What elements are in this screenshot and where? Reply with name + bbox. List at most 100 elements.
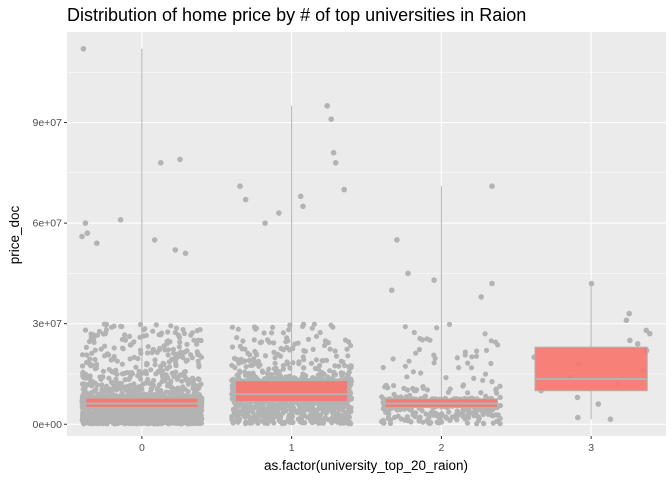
data-point bbox=[144, 362, 150, 368]
data-point bbox=[182, 349, 188, 355]
data-point bbox=[394, 237, 400, 243]
data-point bbox=[104, 420, 110, 427]
data-point bbox=[167, 383, 173, 390]
data-point bbox=[117, 217, 124, 223]
data-point bbox=[111, 323, 117, 329]
data-point bbox=[260, 410, 266, 416]
data-point bbox=[347, 389, 353, 395]
data-point bbox=[252, 326, 258, 332]
data-point bbox=[164, 418, 170, 424]
data-point bbox=[391, 383, 397, 389]
data-point bbox=[96, 328, 103, 334]
data-point bbox=[417, 414, 423, 420]
data-point bbox=[300, 365, 306, 371]
data-point bbox=[106, 375, 112, 381]
data-point bbox=[278, 373, 284, 379]
data-point bbox=[158, 421, 164, 427]
data-point bbox=[131, 420, 137, 426]
data-point bbox=[627, 337, 633, 344]
data-point bbox=[188, 352, 194, 358]
data-point bbox=[152, 362, 158, 368]
data-point bbox=[404, 374, 410, 380]
data-point bbox=[340, 402, 346, 408]
data-point bbox=[84, 415, 90, 421]
data-point bbox=[85, 392, 91, 398]
data-point bbox=[262, 353, 269, 359]
data-point bbox=[182, 369, 188, 375]
data-point bbox=[252, 412, 258, 418]
data-point bbox=[299, 374, 305, 380]
data-point bbox=[302, 348, 308, 354]
data-point bbox=[151, 421, 157, 427]
data-point bbox=[250, 405, 256, 411]
data-point bbox=[317, 329, 323, 336]
data-point bbox=[475, 414, 481, 420]
data-point bbox=[127, 342, 133, 348]
data-point bbox=[151, 237, 158, 243]
data-point bbox=[148, 367, 154, 373]
data-point bbox=[413, 350, 419, 356]
y-tick-label: 6e+07 bbox=[33, 218, 63, 230]
data-point bbox=[165, 374, 171, 381]
data-point bbox=[324, 410, 330, 416]
data-point bbox=[290, 360, 296, 366]
data-point bbox=[380, 419, 386, 426]
data-point bbox=[388, 417, 394, 423]
data-point bbox=[269, 413, 275, 419]
data-point bbox=[145, 350, 151, 356]
data-point bbox=[79, 233, 85, 240]
data-point bbox=[131, 354, 137, 360]
x-tick-label: 3 bbox=[588, 442, 594, 454]
data-point bbox=[300, 203, 306, 210]
data-point bbox=[89, 336, 95, 342]
data-point bbox=[111, 383, 117, 389]
data-point bbox=[184, 341, 190, 347]
data-point bbox=[88, 363, 94, 369]
data-point bbox=[276, 210, 282, 216]
data-point bbox=[313, 357, 319, 363]
data-point bbox=[623, 317, 630, 324]
data-point bbox=[276, 369, 282, 375]
data-point bbox=[230, 418, 236, 424]
data-point bbox=[196, 364, 202, 370]
data-point bbox=[489, 379, 495, 385]
data-point bbox=[161, 343, 167, 349]
data-point bbox=[193, 407, 199, 413]
data-point bbox=[493, 412, 499, 418]
data-point bbox=[447, 386, 453, 392]
data-point bbox=[293, 375, 299, 382]
data-point bbox=[271, 340, 277, 346]
data-point bbox=[383, 409, 389, 415]
box-iqr bbox=[234, 380, 349, 402]
data-point bbox=[465, 415, 472, 421]
data-point bbox=[187, 410, 193, 416]
data-point bbox=[234, 403, 241, 410]
data-point bbox=[173, 363, 179, 369]
data-point bbox=[81, 391, 87, 397]
data-point bbox=[150, 382, 156, 388]
y-tick-label: 9e+07 bbox=[33, 117, 63, 129]
box-iqr bbox=[534, 346, 648, 392]
data-point bbox=[99, 382, 105, 388]
chart-title: Distribution of home price by # of top u… bbox=[67, 5, 526, 25]
data-point bbox=[266, 418, 272, 424]
data-point bbox=[342, 337, 349, 343]
data-point bbox=[327, 368, 333, 374]
data-point bbox=[443, 375, 449, 381]
data-point bbox=[328, 116, 335, 122]
data-point bbox=[295, 416, 301, 422]
data-point bbox=[398, 394, 404, 400]
data-point bbox=[153, 322, 159, 328]
data-point bbox=[150, 347, 157, 353]
data-point bbox=[431, 360, 437, 366]
data-point bbox=[190, 386, 197, 392]
data-point bbox=[156, 382, 162, 388]
data-point bbox=[634, 341, 641, 347]
data-point bbox=[264, 337, 271, 343]
data-point bbox=[348, 409, 354, 415]
data-point bbox=[131, 414, 137, 420]
data-point bbox=[314, 415, 320, 421]
data-point bbox=[283, 339, 289, 345]
data-point bbox=[197, 327, 203, 333]
